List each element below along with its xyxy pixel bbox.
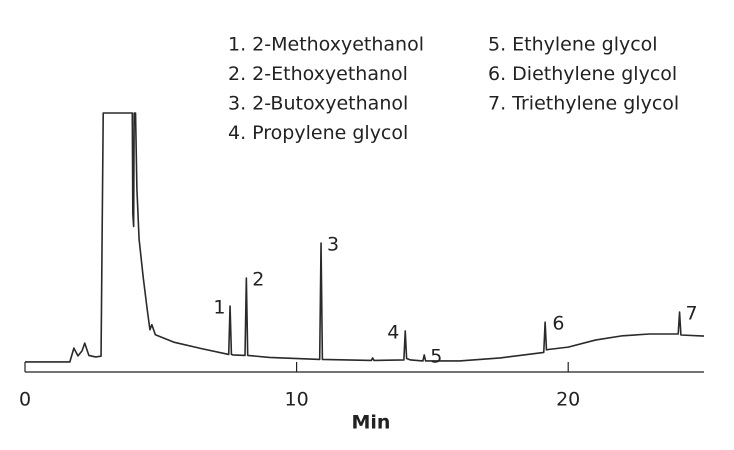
x-axis-title: Min [352, 412, 391, 434]
trace [25, 112, 705, 363]
peak-label: 3 [327, 234, 339, 256]
peak-label: 7 [686, 303, 698, 325]
compound-label: 6. Diethylene glycol [488, 63, 677, 85]
compound-label: 4. Propylene glycol [228, 122, 408, 144]
compound-label: 5. Ethylene glycol [488, 34, 658, 56]
compound-label: 3. 2-Butoxyethanol [228, 93, 408, 115]
x-tick-label: 10 [285, 389, 309, 411]
peak-label: 1 [213, 297, 225, 319]
peak-label: 2 [252, 269, 264, 291]
compound-label: 7. Triethylene glycol [488, 93, 679, 115]
x-tick-label: 20 [556, 389, 580, 411]
compound-label: 2. 2-Ethoxyethanol [228, 63, 408, 85]
x-tick-label: 0 [19, 389, 31, 411]
peak-label: 6 [552, 313, 564, 335]
compound-label: 1. 2-Methoxyethanol [228, 34, 424, 56]
peak-label: 4 [387, 321, 399, 343]
peak-label: 5 [430, 345, 442, 367]
